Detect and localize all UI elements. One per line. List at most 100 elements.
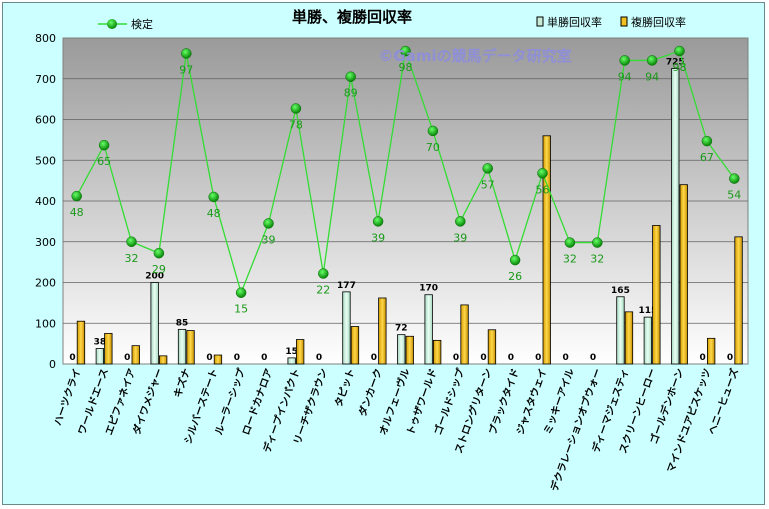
legend-line-marker	[107, 19, 117, 29]
x-tick-label: ダンカーク	[356, 367, 385, 418]
data-label-tansho: 38	[94, 338, 107, 348]
data-label-line: 65	[97, 155, 111, 168]
line-marker	[98, 139, 110, 151]
bar-tansho	[616, 296, 625, 365]
bar-fukusho	[542, 135, 551, 365]
bar-fukusho	[624, 311, 634, 365]
data-label-line: 56	[536, 183, 550, 196]
data-label-tansho: 85	[176, 318, 189, 328]
bar-fukusho	[350, 326, 360, 365]
line-marker	[71, 190, 82, 202]
data-label-line: 70	[426, 141, 440, 154]
data-label-line: 29	[152, 263, 166, 276]
legend-label-fukusho: 複勝回収率	[631, 15, 686, 29]
bar-fukusho	[158, 355, 168, 365]
data-label-line: 39	[262, 233, 276, 246]
bar-fukusho	[652, 225, 661, 365]
data-label-tansho: 0	[563, 353, 569, 363]
line-marker	[235, 287, 247, 298]
data-label-tansho: 177	[337, 281, 356, 291]
bar-tansho	[424, 294, 433, 365]
line-marker	[345, 71, 356, 82]
line-marker	[153, 247, 165, 259]
data-label-line: 32	[563, 253, 577, 266]
line-marker	[509, 254, 521, 266]
bar-tansho	[287, 357, 296, 365]
x-tick-label: デクラレーションオブウォー	[548, 367, 605, 493]
data-label-line: 48	[70, 206, 84, 219]
data-label-tansho: 0	[234, 353, 240, 363]
bar-tansho	[397, 334, 406, 365]
line-marker	[372, 216, 384, 227]
y-tick-label: 300	[35, 236, 56, 249]
bar-tansho	[177, 328, 187, 365]
bar-fukusho	[734, 236, 743, 365]
line-marker	[208, 191, 219, 203]
x-tick-label: ハーツクライ	[52, 367, 84, 427]
line-marker	[674, 45, 685, 57]
line-marker	[427, 125, 439, 137]
data-label-line: 98	[673, 61, 687, 74]
data-label-line: 97	[179, 63, 193, 76]
data-label-tansho: 0	[261, 353, 267, 363]
line-marker	[646, 55, 658, 66]
data-label-line: 78	[289, 118, 303, 131]
data-label-tansho: 0	[316, 353, 322, 363]
line-marker	[729, 173, 740, 184]
y-tick-label: 100	[35, 317, 56, 330]
legend-swatch-fukusho	[620, 16, 628, 27]
bar-fukusho	[104, 333, 113, 365]
data-label-tansho: 170	[419, 284, 438, 294]
bar-fukusho	[295, 339, 305, 365]
data-label-line: 98	[399, 61, 413, 74]
bar-fukusho	[405, 335, 414, 365]
line-marker	[619, 55, 630, 66]
line-marker	[263, 218, 274, 229]
y-tick-label: 0	[49, 358, 56, 371]
data-label-line: 39	[453, 231, 467, 244]
data-label-line: 32	[590, 253, 604, 266]
data-label-tansho: 15	[285, 347, 298, 357]
line-marker	[455, 216, 466, 227]
y-tick-label: 700	[35, 73, 56, 86]
line-marker	[126, 236, 137, 247]
data-label-tansho: 0	[206, 353, 212, 363]
data-label-tansho: 0	[590, 353, 596, 363]
legend-label-line: 検定	[131, 17, 153, 31]
legend-label-tansho: 単勝回収率	[547, 15, 602, 29]
data-label-tansho: 200	[145, 272, 164, 282]
bar-fukusho	[76, 320, 86, 365]
data-label-tansho: 72	[395, 324, 408, 334]
bar-fukusho	[432, 339, 442, 365]
line-marker	[290, 103, 302, 114]
data-label-tansho: 0	[124, 353, 130, 363]
bar-fukusho	[487, 329, 497, 365]
data-label-tansho: 0	[535, 353, 541, 363]
data-label-line: 94	[618, 70, 632, 83]
data-label-line: 57	[481, 178, 495, 191]
chart-title: 単勝、複勝回収率	[292, 8, 412, 26]
legend: 検定 単勝回収率 複勝回収率	[98, 15, 686, 31]
line-marker	[318, 268, 329, 279]
legend-swatch-tansho	[536, 16, 544, 27]
data-label-tansho: 725	[666, 58, 685, 68]
bar-tansho	[671, 68, 680, 365]
data-label-tansho: 0	[371, 353, 377, 363]
data-label-line: 26	[508, 270, 522, 283]
line-marker	[482, 163, 493, 174]
data-label-tansho: 0	[700, 353, 706, 363]
bar-fukusho	[186, 330, 195, 365]
y-tick-label: 600	[35, 114, 56, 127]
bar-fukusho	[460, 304, 469, 365]
x-tick-label: タピット	[333, 367, 358, 409]
data-label-line: 54	[727, 189, 741, 202]
data-label-line: 48	[207, 207, 221, 220]
data-label-tansho: 165	[611, 286, 630, 296]
line-marker	[181, 48, 192, 59]
bar-tansho	[95, 348, 104, 365]
data-label-line: 94	[645, 70, 659, 83]
bar-fukusho	[131, 345, 140, 365]
y-tick-label: 200	[35, 277, 56, 290]
watermark: ©Gamiの競馬データ研究室	[378, 47, 571, 65]
line-marker	[592, 237, 603, 248]
